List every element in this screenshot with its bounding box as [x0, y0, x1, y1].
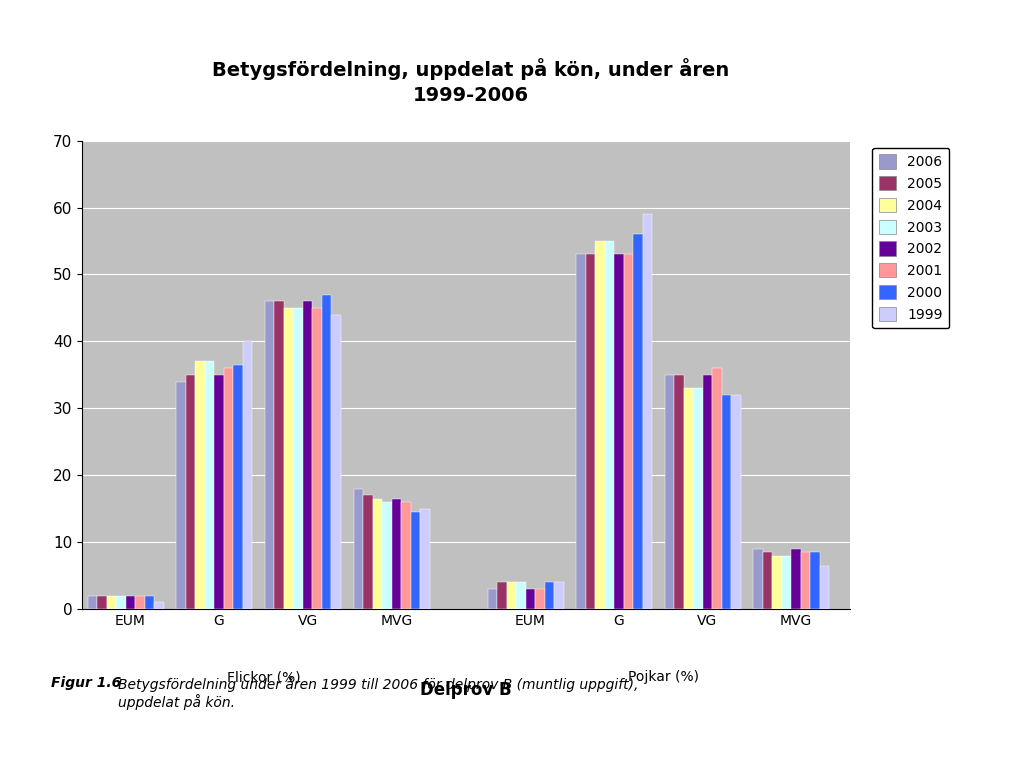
Bar — [382, 502, 391, 609]
Bar — [185, 375, 196, 609]
Bar — [233, 365, 243, 609]
Bar — [294, 308, 303, 609]
Bar — [702, 375, 713, 609]
Bar — [643, 214, 652, 609]
Bar — [577, 255, 586, 609]
Bar — [373, 499, 382, 609]
Bar — [722, 395, 731, 609]
Bar — [126, 596, 135, 609]
Bar — [332, 315, 341, 609]
Bar — [693, 388, 702, 609]
Bar — [792, 549, 801, 609]
Bar — [88, 596, 97, 609]
Bar — [265, 301, 274, 609]
Text: Figur 1.6: Figur 1.6 — [51, 676, 126, 690]
Bar — [224, 368, 233, 609]
Bar — [401, 502, 411, 609]
Bar — [312, 308, 322, 609]
Bar — [214, 375, 224, 609]
Bar — [674, 375, 684, 609]
Text: Betygsfördelning under åren 1999 till 2006 för delprov B (muntlig uppgift),
uppd: Betygsfördelning under åren 1999 till 20… — [118, 676, 638, 710]
Bar — [772, 555, 782, 609]
Bar — [144, 596, 155, 609]
Bar — [322, 294, 332, 609]
Bar — [633, 234, 643, 609]
Bar — [801, 552, 810, 609]
Bar — [507, 583, 516, 609]
Bar — [205, 362, 214, 609]
Bar — [665, 375, 674, 609]
Bar — [364, 495, 373, 609]
Bar — [624, 255, 633, 609]
Bar — [525, 589, 535, 609]
Bar — [497, 583, 507, 609]
Bar — [391, 499, 401, 609]
Bar — [353, 489, 364, 609]
Bar — [196, 362, 205, 609]
Bar — [487, 589, 497, 609]
X-axis label: Delprov B: Delprov B — [420, 681, 512, 699]
Bar — [106, 596, 116, 609]
Legend: 2006, 2005, 2004, 2003, 2002, 2001, 2000, 1999: 2006, 2005, 2004, 2003, 2002, 2001, 2000… — [872, 148, 949, 329]
Bar — [586, 255, 595, 609]
Bar — [713, 368, 722, 609]
Bar — [243, 341, 252, 609]
Bar — [763, 552, 772, 609]
Bar — [116, 596, 126, 609]
Bar — [545, 583, 554, 609]
Text: Pojkar (%): Pojkar (%) — [628, 670, 698, 684]
Bar — [411, 512, 420, 609]
Bar — [731, 395, 740, 609]
Bar — [782, 555, 792, 609]
Bar — [595, 241, 604, 609]
Bar — [284, 308, 294, 609]
Bar — [614, 255, 624, 609]
Text: Betygsfördelning, uppdelat på kön, under åren
1999-2006: Betygsfördelning, uppdelat på kön, under… — [212, 59, 730, 105]
Bar — [155, 602, 164, 609]
Bar — [516, 583, 525, 609]
Bar — [303, 301, 312, 609]
Bar — [820, 565, 829, 609]
Bar — [810, 552, 820, 609]
Text: Flickor (%): Flickor (%) — [226, 670, 300, 684]
Bar — [176, 382, 185, 609]
Bar — [684, 388, 693, 609]
Bar — [604, 241, 614, 609]
Bar — [97, 596, 106, 609]
Bar — [420, 508, 429, 609]
Bar — [535, 589, 545, 609]
Bar — [274, 301, 284, 609]
Bar — [754, 549, 763, 609]
Bar — [554, 583, 563, 609]
Bar — [135, 596, 144, 609]
